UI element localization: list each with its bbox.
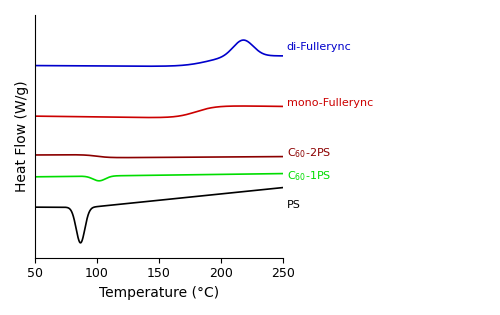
Text: C$_{60}$-2PS: C$_{60}$-2PS	[286, 147, 331, 160]
Text: di-Fullerync: di-Fullerync	[286, 42, 352, 52]
X-axis label: Temperature (°C): Temperature (°C)	[98, 286, 219, 300]
Text: C$_{60}$-1PS: C$_{60}$-1PS	[286, 169, 331, 183]
Y-axis label: Heat Flow (W/g): Heat Flow (W/g)	[15, 81, 29, 192]
Text: mono-Fullerync: mono-Fullerync	[286, 98, 373, 108]
Text: PS: PS	[286, 200, 300, 210]
